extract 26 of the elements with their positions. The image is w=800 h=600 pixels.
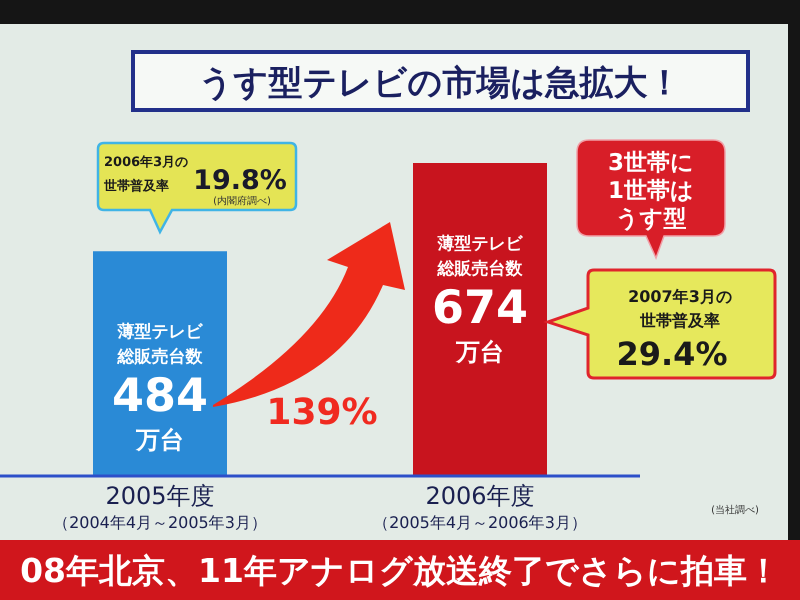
annotation: (内閣府調べ) <box>213 195 271 207</box>
annotation: 万台 <box>455 338 504 366</box>
annotation: 19.8% <box>193 165 287 196</box>
annotation: 世帯普及率 <box>639 311 720 330</box>
annotation: 1世帯は <box>608 178 694 204</box>
annotation: 3世帯に <box>608 150 694 176</box>
text: 08年北京、11年アナログ放送終了でさらに拍車！ <box>20 551 780 590</box>
annotation: 薄型テレビ <box>116 322 204 342</box>
annotation: 総販売台数 <box>116 347 204 367</box>
data-label: 674 <box>432 280 528 334</box>
text: (当社調べ) <box>711 504 759 516</box>
annotation: 2007年3月の <box>628 287 732 306</box>
annotation: 薄型テレビ <box>436 234 524 254</box>
x-tick-label: 2005年度 <box>105 482 215 510</box>
annotation: うす型 <box>616 206 686 232</box>
annotation: 総販売台数 <box>436 259 524 279</box>
data-label: 484 <box>112 368 208 422</box>
annotation: 29.4% <box>616 335 728 373</box>
text: （2005年4月～2006年3月） <box>373 513 587 532</box>
annotation: 2006年3月の <box>104 155 188 170</box>
annotation: 139% <box>266 392 378 433</box>
chart-title: うす型テレビの市場は急拡大！ <box>198 63 682 103</box>
text: （2004年4月～2005年3月） <box>53 513 267 532</box>
annotation: 世帯普及率 <box>103 178 169 194</box>
x-tick-label: 2006年度 <box>425 482 535 510</box>
annotation: 万台 <box>135 426 184 454</box>
